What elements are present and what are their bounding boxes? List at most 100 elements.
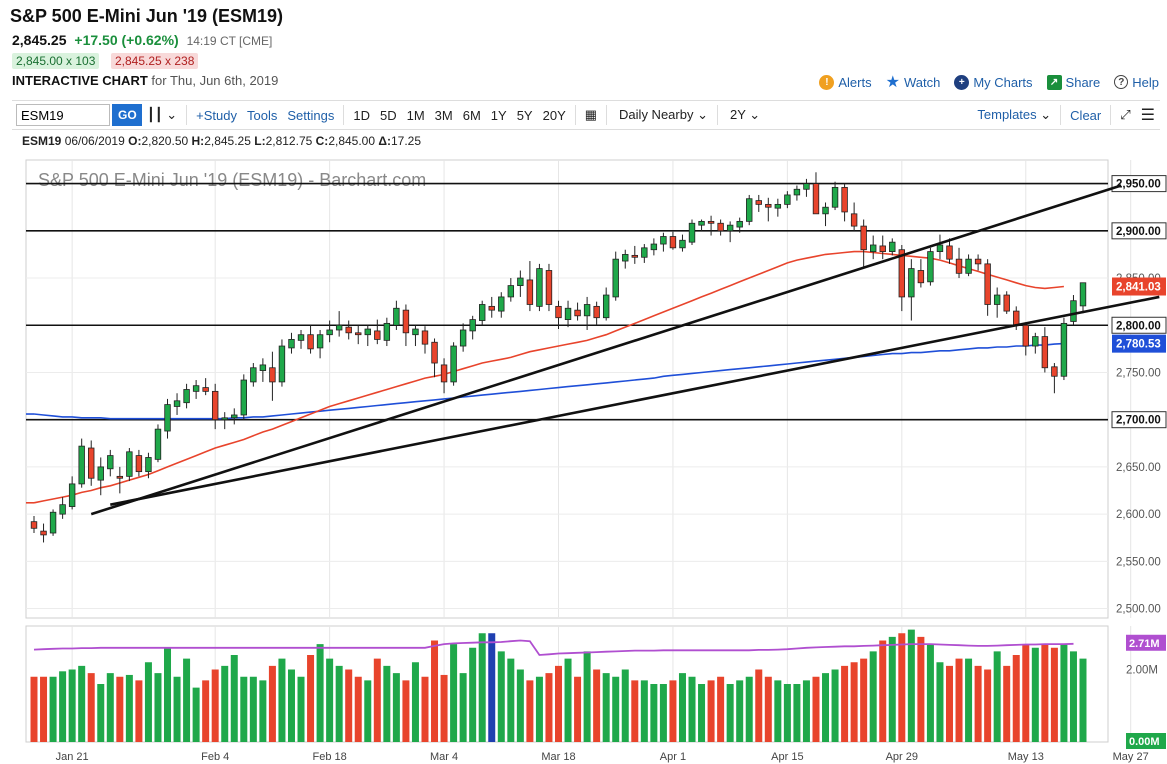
- volume-bar: [78, 665, 86, 742]
- volume-bar: [1079, 658, 1087, 742]
- symbol-input[interactable]: [16, 104, 110, 126]
- go-button[interactable]: GO: [112, 104, 142, 126]
- candle-up: [469, 319, 476, 332]
- volume-bar: [68, 669, 76, 742]
- volume-bar: [1041, 644, 1049, 742]
- alerts-button[interactable]: ! Alerts: [819, 72, 872, 92]
- candle-down: [974, 258, 982, 265]
- candle-up: [622, 254, 629, 262]
- tools-button[interactable]: Tools: [247, 107, 278, 123]
- volume-bar: [202, 680, 210, 742]
- ma200-line: [33, 342, 1064, 420]
- star-icon: ★: [885, 74, 900, 91]
- ohlc-delta-label: Δ:: [378, 134, 391, 148]
- volume-bar: [993, 651, 1001, 742]
- toolbar-divider: [1110, 105, 1112, 125]
- period-5d[interactable]: 5D: [379, 107, 397, 123]
- calendar-icon[interactable]: ▦: [584, 107, 598, 122]
- watch-button[interactable]: ★ Watch: [886, 72, 941, 92]
- period-1y[interactable]: 1Y: [490, 107, 507, 123]
- period-20y[interactable]: 20Y: [542, 107, 566, 123]
- candle-up: [746, 198, 753, 222]
- candle-up: [564, 307, 572, 320]
- volume-bar: [831, 669, 839, 742]
- volume-bar: [116, 676, 124, 742]
- volume-bar: [230, 655, 238, 742]
- chart-date: for Thu, Jun 6th, 2019: [151, 73, 279, 88]
- volume-bar: [1060, 644, 1068, 742]
- candle-up: [364, 328, 371, 336]
- y-tick-label: 2,500.00: [1116, 604, 1161, 616]
- period-6m[interactable]: 6M: [462, 107, 481, 123]
- volume-bar: [612, 676, 620, 742]
- alerts-label: Alerts: [838, 74, 872, 90]
- x-tick-label: Jan 21: [56, 751, 89, 763]
- volume-bar: [898, 633, 906, 742]
- candlestick-icon: ┃┃ ⌄: [147, 107, 178, 122]
- templates-button[interactable]: Templates ⌄: [972, 107, 1056, 123]
- header-actions: ! Alerts ★ Watch + My Charts ↗ Share ? H…: [819, 72, 1159, 92]
- period-5y[interactable]: 5Y: [516, 107, 533, 123]
- volume-bar: [154, 673, 162, 742]
- period-1d[interactable]: 1D: [353, 107, 370, 123]
- candle-up: [107, 455, 114, 470]
- candle-down: [1051, 366, 1058, 377]
- candle-up: [889, 241, 896, 253]
- candle-up: [517, 277, 524, 286]
- ohlc-open: 2,820.50: [141, 134, 189, 148]
- chart-type-button[interactable]: ┃┃ ⌄: [142, 107, 182, 123]
- volume-bar: [907, 629, 915, 742]
- period-1m[interactable]: 1M: [406, 107, 425, 123]
- volume-bar: [726, 684, 734, 742]
- y-tick-label: 2,900.00: [1116, 226, 1161, 238]
- candle-down: [879, 245, 886, 253]
- candle-up: [660, 236, 667, 245]
- volume-bar: [431, 640, 439, 742]
- range-label: 2Y: [730, 107, 746, 122]
- volume-bar: [402, 680, 410, 742]
- price-tick-box: [1111, 411, 1167, 429]
- candle-up: [316, 334, 324, 349]
- ohlc-low: 2,812.75: [265, 134, 313, 148]
- candle-down: [488, 305, 495, 311]
- volume-bar: [984, 669, 992, 742]
- volume-bar: [688, 676, 696, 742]
- clear-button[interactable]: Clear: [1070, 107, 1102, 123]
- add-study-button[interactable]: +Study: [196, 107, 238, 123]
- volume-bar: [354, 676, 362, 742]
- candle-up: [126, 451, 133, 477]
- my-charts-button[interactable]: + My Charts: [954, 72, 1033, 92]
- period-3m[interactable]: 3M: [434, 107, 453, 123]
- share-button[interactable]: ↗ Share: [1046, 72, 1100, 92]
- help-button[interactable]: ? Help: [1114, 72, 1159, 92]
- settings-button[interactable]: Settings: [287, 107, 335, 123]
- range-select[interactable]: 2Y ⌄: [722, 107, 765, 123]
- volume-bar: [164, 647, 172, 742]
- volume-bar: [249, 676, 257, 742]
- ohlc-readout: ESM19 06/06/2019 O:2,820.50 H:2,845.25 L…: [22, 134, 421, 148]
- candle-down: [307, 334, 314, 350]
- candle-up: [231, 414, 238, 419]
- volume-bar: [698, 684, 706, 742]
- volume-bar: [802, 680, 810, 742]
- interval-select[interactable]: Daily Nearby ⌄: [611, 107, 713, 123]
- templates-label: Templates: [977, 107, 1037, 122]
- toolbar-divider: [574, 105, 576, 125]
- candle-down: [555, 305, 562, 319]
- candle-up: [965, 258, 972, 274]
- candle-up: [192, 385, 200, 392]
- candle-up: [688, 222, 696, 243]
- volume-avg-tag: [1126, 634, 1166, 651]
- trendline: [90, 184, 1122, 516]
- candle-down: [374, 330, 381, 340]
- candle-up: [393, 307, 400, 326]
- expand-icon[interactable]: ⤢: [1120, 107, 1131, 122]
- menu-icon[interactable]: ☰: [1140, 107, 1155, 124]
- volume-bar: [917, 636, 925, 742]
- candle-up: [831, 186, 839, 208]
- candle-up: [822, 206, 829, 215]
- candle-up: [612, 258, 619, 298]
- volume-bar: [574, 676, 582, 742]
- volume-bar: [240, 676, 248, 742]
